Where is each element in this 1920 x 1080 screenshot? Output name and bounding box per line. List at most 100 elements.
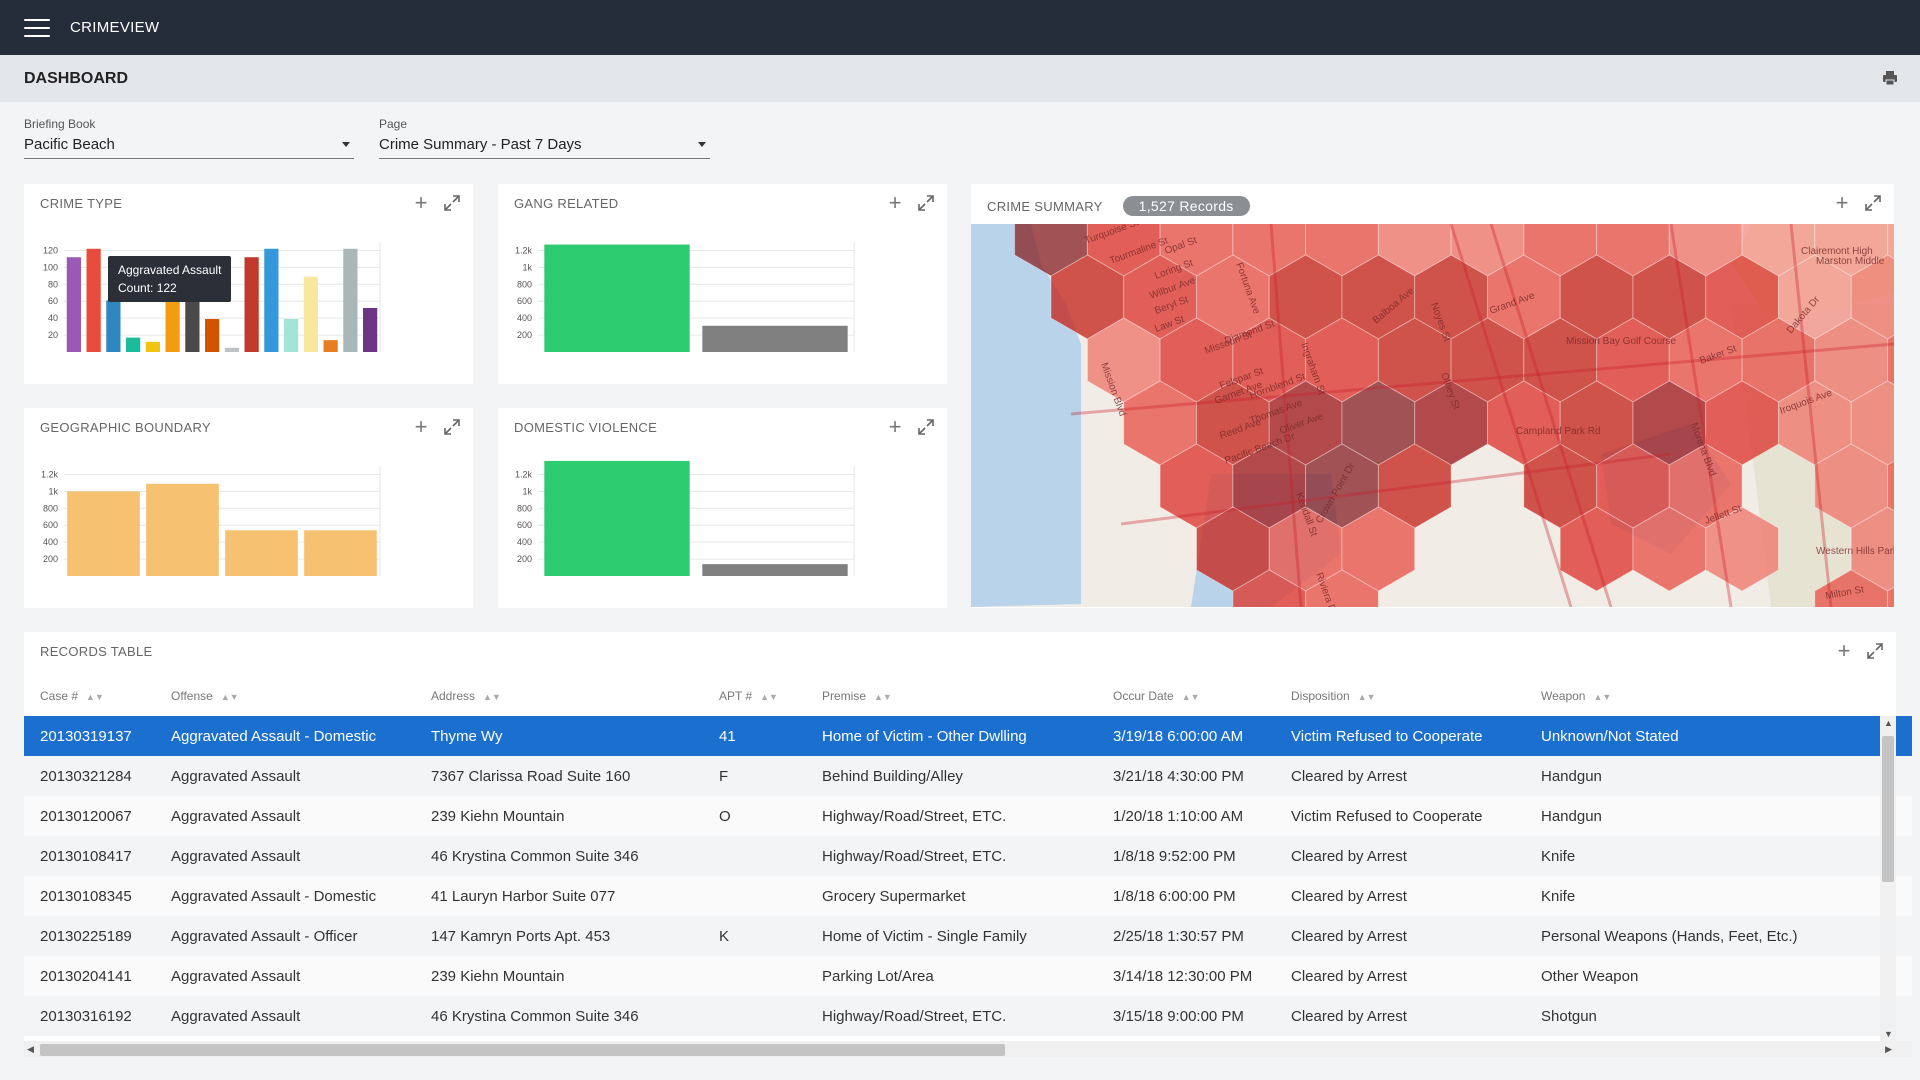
column-header-offense[interactable]: Offense ▲▼ xyxy=(155,676,415,716)
cell-occur-date: 1/20/18 1:10:00 AM xyxy=(1097,796,1275,836)
column-header-weapon[interactable]: Weapon ▲▼ xyxy=(1525,676,1912,716)
expand-icon[interactable] xyxy=(443,418,461,436)
plus-icon[interactable]: + xyxy=(1837,638,1851,663)
bar[interactable] xyxy=(205,319,220,352)
column-header-case[interactable]: Case # ▲▼ xyxy=(24,676,155,716)
bar[interactable] xyxy=(304,530,377,576)
plus-icon[interactable]: + xyxy=(414,190,428,215)
page-select[interactable]: Page Crime Summary - Past 7 Days xyxy=(379,117,710,159)
hamburger-menu-icon[interactable] xyxy=(24,18,50,37)
table-row[interactable]: 20130319137 Aggravated Assault - Domestic… xyxy=(24,716,1912,756)
cell-offense: Aggravated Assault xyxy=(155,956,415,996)
bar[interactable] xyxy=(343,248,358,352)
bar[interactable] xyxy=(86,248,101,352)
table-row[interactable]: 20130108345 Aggravated Assault - Domestic… xyxy=(24,876,1912,916)
page-select-label: Page xyxy=(379,117,408,131)
bar[interactable] xyxy=(544,460,690,576)
vertical-scrollbar[interactable]: ▲ ▼ xyxy=(1880,716,1896,1041)
column-header-disposition[interactable]: Disposition ▲▼ xyxy=(1275,676,1525,716)
horizontal-scrollbar[interactable]: ◀ ▶ xyxy=(24,1041,1912,1057)
table-row[interactable]: 20130108417 Aggravated Assault 46 Krystina… xyxy=(24,836,1912,876)
bar[interactable] xyxy=(225,530,298,576)
chevron-down-icon[interactable] xyxy=(698,142,706,147)
expand-icon[interactable] xyxy=(443,194,461,212)
page-select-value[interactable]: Crime Summary - Past 7 Days xyxy=(379,136,710,159)
briefing-book-value[interactable]: Pacific Beach xyxy=(24,136,354,159)
expand-icon[interactable] xyxy=(1864,194,1882,212)
plus-icon[interactable]: + xyxy=(1835,190,1849,215)
plus-icon[interactable]: + xyxy=(888,190,902,215)
printer-icon[interactable] xyxy=(1882,70,1898,86)
plus-icon[interactable]: + xyxy=(414,414,428,439)
cell-address: 147 Kamryn Ports Apt. 453 xyxy=(415,916,703,956)
sort-icon[interactable]: ▲▼ xyxy=(760,692,778,702)
cell-case: 20130225189 xyxy=(24,916,155,956)
horizontal-scroll-thumb[interactable] xyxy=(40,1044,1005,1056)
scroll-right-icon[interactable]: ▶ xyxy=(1885,1044,1892,1054)
sort-icon[interactable]: ▲▼ xyxy=(1593,692,1612,702)
hex-bin[interactable] xyxy=(1814,569,1889,607)
bar[interactable] xyxy=(303,276,318,352)
hex-bin[interactable] xyxy=(1887,570,1894,607)
bar[interactable] xyxy=(284,319,299,352)
expand-icon[interactable] xyxy=(917,418,935,436)
cell-address: 46 Krystina Common Suite 346 xyxy=(415,996,703,1036)
bar[interactable] xyxy=(264,248,279,352)
sort-icon[interactable]: ▲▼ xyxy=(220,692,239,702)
hex-bin[interactable] xyxy=(1305,569,1379,607)
table-row[interactable]: 20130204141 Aggravated Assault 239 Kiehn M… xyxy=(24,956,1912,996)
bar[interactable] xyxy=(363,308,378,352)
cell-occur-date: 3/15/18 9:00:00 PM xyxy=(1097,996,1275,1036)
sort-icon[interactable]: ▲▼ xyxy=(1357,692,1376,702)
y-tick-label: 400 xyxy=(517,537,532,547)
road xyxy=(1789,224,1833,607)
table-row[interactable]: 20130321284 Aggravated Assault 7367 Claris… xyxy=(24,756,1912,796)
bar[interactable] xyxy=(67,491,140,576)
sort-icon[interactable]: ▲▼ xyxy=(86,692,104,702)
column-header-premise[interactable]: Premise ▲▼ xyxy=(806,676,1097,716)
bar[interactable] xyxy=(323,340,338,352)
column-header-address[interactable]: Address ▲▼ xyxy=(415,676,703,716)
card-title: DOMESTIC VIOLENCE xyxy=(514,420,658,435)
sort-icon[interactable]: ▲▼ xyxy=(874,692,892,702)
road xyxy=(1669,224,1733,607)
bar[interactable] xyxy=(224,347,239,352)
scroll-down-icon[interactable]: ▼ xyxy=(1884,1029,1893,1039)
bar[interactable] xyxy=(146,483,219,576)
vertical-scroll-thumb[interactable] xyxy=(1882,736,1894,882)
cell-weapon: Personal Weapons (Hands, Feet, Etc.) xyxy=(1525,916,1912,956)
road xyxy=(1269,224,1303,607)
cell-address: 46 Krystina Common Suite 346 xyxy=(415,836,703,876)
chevron-down-icon[interactable] xyxy=(342,142,350,147)
table-row[interactable]: 20130316192 Aggravated Assault 46 Krystina… xyxy=(24,996,1912,1036)
sort-icon[interactable]: ▲▼ xyxy=(1181,692,1200,702)
bar[interactable] xyxy=(145,341,160,352)
bar[interactable] xyxy=(126,337,141,352)
column-header-occur-date[interactable]: Occur Date ▲▼ xyxy=(1097,676,1275,716)
cell-case: 20130108417 xyxy=(24,836,155,876)
cell-premise: Grocery Supermarket xyxy=(806,876,1097,916)
scroll-left-icon[interactable]: ◀ xyxy=(27,1044,34,1054)
hex-bin[interactable] xyxy=(1705,506,1779,592)
cell-apt xyxy=(703,836,806,876)
expand-icon[interactable] xyxy=(1866,642,1884,660)
bar[interactable] xyxy=(702,325,848,352)
bar[interactable] xyxy=(544,244,690,352)
sort-icon[interactable]: ▲▼ xyxy=(483,692,501,702)
table-row[interactable]: 20130120067 Aggravated Assault 239 Kiehn M… xyxy=(24,796,1912,836)
hex-bin[interactable] xyxy=(1232,569,1307,607)
briefing-book-value-text: Pacific Beach xyxy=(24,136,115,153)
bar[interactable] xyxy=(66,257,81,352)
scroll-up-icon[interactable]: ▲ xyxy=(1884,718,1893,728)
bar[interactable] xyxy=(702,564,848,576)
bar[interactable] xyxy=(106,300,121,352)
y-tick-label: 1k xyxy=(522,486,532,496)
briefing-book-select[interactable]: Briefing Book Pacific Beach xyxy=(24,117,354,159)
column-header-apt[interactable]: APT # ▲▼ xyxy=(703,676,806,716)
y-tick-label: 60 xyxy=(48,296,58,306)
plus-icon[interactable]: + xyxy=(888,414,902,439)
expand-icon[interactable] xyxy=(917,194,935,212)
bar[interactable] xyxy=(244,257,259,352)
table-row[interactable]: 20130225189 Aggravated Assault - Officer 1… xyxy=(24,916,1912,956)
